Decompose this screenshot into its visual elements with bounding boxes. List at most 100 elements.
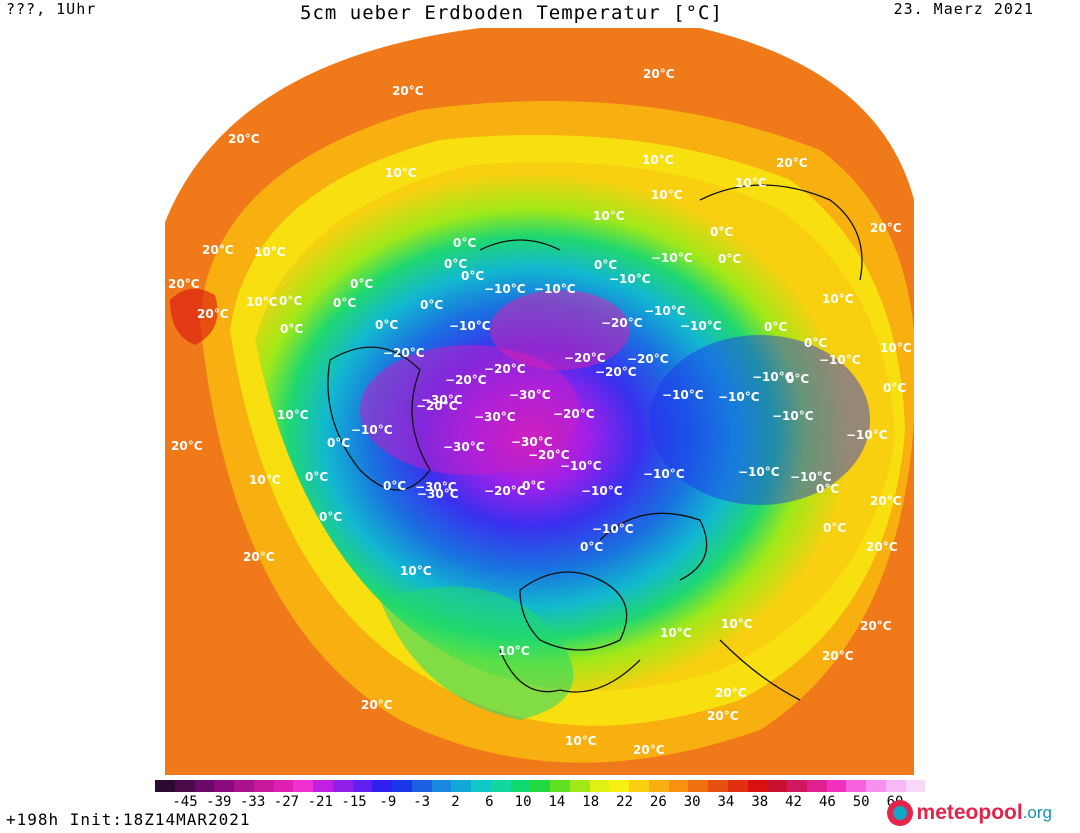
colorbar-tick-label: -45 <box>172 794 198 810</box>
contour-label: 0°C <box>461 269 484 283</box>
contour-label: 20°C <box>643 67 675 81</box>
contour-label: 0°C <box>420 298 443 312</box>
colorbar-segment <box>214 780 234 792</box>
colorbar-ticks: -45 -39 -33 -27 -21 -15 -9 -3 2 6 10 14 18 22 26 30 34 38… <box>155 794 925 810</box>
contour-label: 20°C <box>171 439 203 453</box>
cold-core-west <box>360 345 580 475</box>
colorbar-tick-label: 34 <box>717 794 735 810</box>
contour-label: 0°C <box>823 521 846 535</box>
europe-field <box>380 586 574 720</box>
contour-label: −10°C <box>680 319 722 333</box>
colorbar-tick-label: -21 <box>307 794 333 810</box>
contour-label: 0°C <box>883 381 906 395</box>
contour-label: 0°C <box>786 372 809 386</box>
contour-label: 20°C <box>361 698 393 712</box>
brand-tld: .org <box>1022 803 1052 822</box>
colorbar-segment <box>490 780 511 792</box>
contour-label: 0°C <box>522 479 545 493</box>
colorbar-tick-label: 30 <box>683 794 701 810</box>
contour-label: 20°C <box>715 686 747 700</box>
contour-label: −10°C <box>449 319 491 333</box>
contour-label: −20°C <box>601 316 643 330</box>
contour-label: −10°C <box>790 470 832 484</box>
contour-label: 0°C <box>280 322 303 336</box>
brand-logo: meteopool .org <box>886 800 1052 826</box>
colorbar-segment <box>431 780 452 792</box>
colorbar-segment <box>569 780 590 792</box>
colorbar-segment <box>589 780 610 792</box>
contour-label: 20°C <box>707 709 739 723</box>
colorbar-segment <box>806 780 827 792</box>
init-time-label: +198h Init:18Z14MAR2021 <box>6 810 251 829</box>
contour-label: −20°C <box>595 365 637 379</box>
map-title: 5cm ueber Erdboden Temperatur [°C] <box>300 2 723 24</box>
contour-label: 0°C <box>804 336 827 350</box>
colorbar-segment <box>629 780 649 792</box>
cold-core-siberia <box>650 335 870 505</box>
colorbar-segment <box>885 780 906 792</box>
colorbar-segment <box>253 780 274 792</box>
contour-label: −20°C <box>445 373 487 387</box>
contour-label: −30°C <box>509 388 551 402</box>
contour-label: 10°C <box>660 626 692 640</box>
colorbar-tick-label: -27 <box>273 794 300 810</box>
contour-label: 20°C <box>228 132 260 146</box>
colorbar-segment <box>411 780 432 792</box>
contour-label: 10°C <box>822 292 854 306</box>
contour-label: 20°C <box>870 221 902 235</box>
colorbar-segment <box>708 780 728 792</box>
contour-label: −20°C <box>416 399 458 413</box>
contour-labels: 20°C 20°C 20°C 20°C 20°C 20°C 20°C 20°C 20°C 20°C… <box>168 67 912 757</box>
colorbar-tick-label: 6 <box>485 794 494 810</box>
colorbar-segment <box>866 780 886 792</box>
contour-label: −10°C <box>644 304 686 318</box>
contour-label: 10°C <box>735 176 767 190</box>
contour-label: 20°C <box>202 243 234 257</box>
contour-label: −10°C <box>534 282 576 296</box>
contour-label: −10°C <box>609 272 651 286</box>
contour-label: 10°C <box>400 564 432 578</box>
colorbar-segment <box>234 780 254 792</box>
contour-label: −10°C <box>484 282 526 296</box>
colorbar-segment <box>905 780 926 792</box>
contour-label: 0°C <box>319 510 342 524</box>
colorbar-segment <box>826 780 847 792</box>
contour-label: 10°C <box>651 188 683 202</box>
colorbar-segment <box>293 780 313 792</box>
contour-label: −10°C <box>560 459 602 473</box>
colorbar-tick-label: -15 <box>341 794 367 810</box>
contour-label: −30°C <box>415 480 457 494</box>
contour-label: −30°C <box>511 435 553 449</box>
valid-date: 23. Maerz 2021 <box>893 0 1034 18</box>
colorbar-segment <box>767 780 787 792</box>
contour-label: −10°C <box>846 428 888 442</box>
colorbar-tick-label: 10 <box>514 794 532 810</box>
colorbar-tick-label: 22 <box>616 794 633 810</box>
contour-label: −20°C <box>484 484 526 498</box>
colorbar-tick-label: -9 <box>379 794 397 810</box>
colorbar-tick-label: 18 <box>582 794 600 810</box>
contour-label: 0°C <box>327 436 350 450</box>
contour-label: 0°C <box>816 482 839 496</box>
cold-core-north <box>490 290 630 370</box>
colorbar-tick-label: -3 <box>413 794 431 810</box>
contour-label: 10°C <box>721 617 753 631</box>
colorbar-segment <box>510 780 531 792</box>
contour-label: −10°C <box>643 467 685 481</box>
contour-label: 20°C <box>243 550 275 564</box>
contour-label: −10°C <box>819 353 861 367</box>
colorbar-segment <box>273 780 294 792</box>
contour-label: −20°C <box>564 351 606 365</box>
colorbar-segment <box>392 780 412 792</box>
contour-label: 0°C <box>764 320 787 334</box>
contour-label: 10°C <box>277 408 309 422</box>
contour-label: 0°C <box>305 470 328 484</box>
colorbar-segment <box>332 780 353 792</box>
contour-label: 0°C <box>350 277 373 291</box>
contour-label: 20°C <box>870 494 902 508</box>
contour-label: −10°C <box>651 251 693 265</box>
colorbar-segment <box>648 780 669 792</box>
colorbar-segment <box>550 780 570 792</box>
contour-label: 10°C <box>498 644 530 658</box>
colorbar-tick-label: -33 <box>239 794 266 810</box>
